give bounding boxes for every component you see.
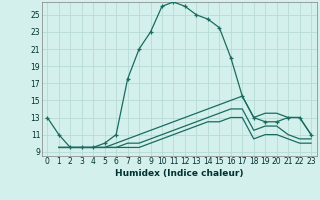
X-axis label: Humidex (Indice chaleur): Humidex (Indice chaleur) <box>115 169 244 178</box>
